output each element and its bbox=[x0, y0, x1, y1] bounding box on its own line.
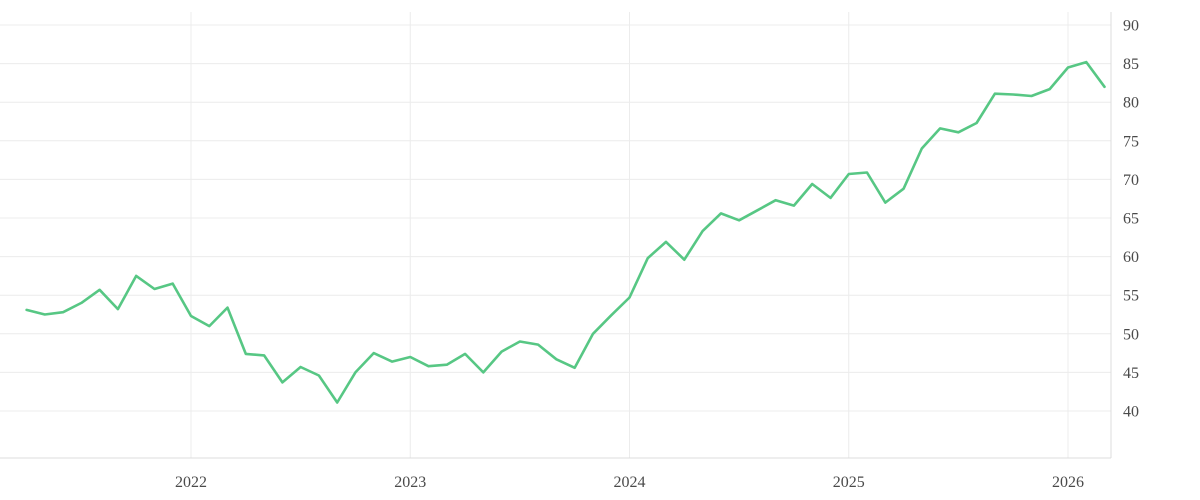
y-axis-tick-label: 75 bbox=[1123, 133, 1139, 150]
y-axis-tick-label: 60 bbox=[1123, 249, 1139, 266]
y-axis-tick-label: 55 bbox=[1123, 288, 1139, 305]
y-axis-tick-label: 80 bbox=[1123, 95, 1139, 112]
y-axis-tick-label: 85 bbox=[1123, 56, 1139, 73]
y-axis-tick-label: 45 bbox=[1123, 365, 1139, 382]
y-axis-tick-label: 70 bbox=[1123, 172, 1139, 189]
y-axis-tick-label: 90 bbox=[1123, 18, 1139, 35]
x-axis-tick-label: 2023 bbox=[394, 474, 426, 491]
series-line bbox=[25, 60, 1106, 404]
y-axis-tick-label: 50 bbox=[1123, 326, 1139, 343]
x-axis-tick-label: 2024 bbox=[614, 474, 646, 491]
x-axis-tick-label: 2026 bbox=[1052, 474, 1084, 491]
y-axis-tick-label: 65 bbox=[1123, 211, 1139, 228]
y-axis-tick-label: 40 bbox=[1123, 404, 1139, 421]
x-axis-tick-label: 2022 bbox=[175, 474, 207, 491]
x-axis-tick-label: 2025 bbox=[833, 474, 865, 491]
